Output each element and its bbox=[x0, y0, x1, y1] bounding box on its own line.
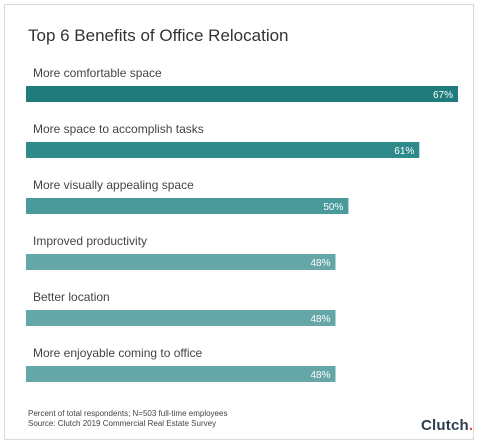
category-label: More enjoyable coming to office bbox=[33, 346, 203, 360]
category-label: Improved productivity bbox=[33, 234, 147, 248]
category-label: More space to accomplish tasks bbox=[33, 122, 204, 136]
value-label: 48% bbox=[310, 258, 330, 269]
bar bbox=[26, 310, 336, 326]
category-label: Better location bbox=[33, 290, 110, 304]
category-label: More visually appealing space bbox=[33, 178, 194, 192]
value-label: 67% bbox=[433, 90, 453, 101]
chart-title: Top 6 Benefits of Office Relocation bbox=[28, 26, 289, 45]
bar bbox=[26, 366, 336, 382]
logo-text: Clutc bbox=[421, 417, 460, 434]
value-label: 48% bbox=[310, 370, 330, 381]
chart-card: Top 6 Benefits of Office Relocation More… bbox=[4, 4, 474, 440]
value-label: 48% bbox=[310, 314, 330, 325]
logo-text-end: h bbox=[459, 417, 469, 434]
bar bbox=[26, 142, 420, 158]
clutch-logo: Clutch. bbox=[421, 417, 473, 434]
bar bbox=[26, 254, 336, 270]
logo-dot: . bbox=[468, 417, 474, 434]
value-label: 61% bbox=[394, 146, 414, 157]
value-label: 50% bbox=[323, 202, 343, 213]
footnote-respondents: Percent of total respondents; N=503 full… bbox=[28, 409, 228, 418]
category-label: More comfortable space bbox=[33, 66, 162, 80]
bar-chart: More comfortable space 67% More space to a… bbox=[26, 66, 458, 382]
bar bbox=[26, 86, 458, 102]
bar bbox=[26, 198, 349, 214]
footnote-source: Source: Clutch 2019 Commercial Real Esta… bbox=[28, 419, 217, 428]
